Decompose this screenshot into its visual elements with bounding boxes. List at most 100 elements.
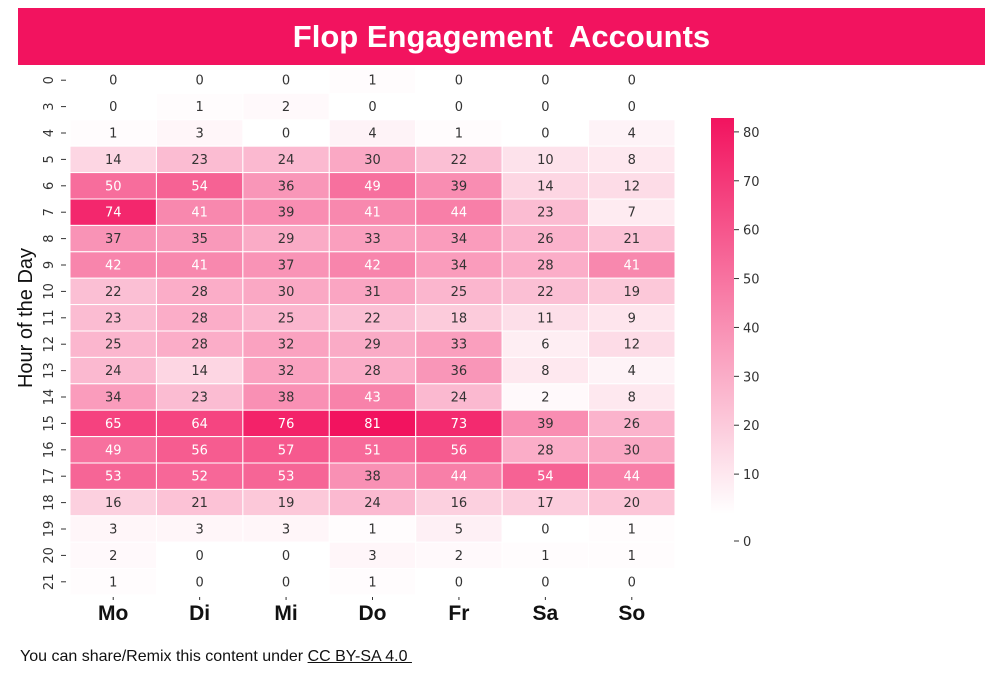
cell-value-label: 16 bbox=[451, 496, 468, 511]
x-tick-label: Do bbox=[359, 602, 387, 625]
y-tick-label: 3 bbox=[42, 102, 57, 110]
cell-value-label: 37 bbox=[278, 259, 295, 274]
y-tick-label: 18 bbox=[42, 494, 57, 511]
heatmap-cell bbox=[415, 383, 503, 411]
y-tick-label: 11 bbox=[42, 310, 57, 327]
heatmap-cell bbox=[588, 383, 676, 411]
cell-value-label: 28 bbox=[191, 338, 208, 353]
cell-value-label: 39 bbox=[537, 417, 554, 432]
heatmap-cell bbox=[588, 409, 676, 438]
cell-value-label: 7 bbox=[628, 206, 636, 221]
cell-value-label: 28 bbox=[191, 311, 208, 326]
cell-value-label: 0 bbox=[196, 74, 204, 89]
cell-value-label: 38 bbox=[278, 391, 295, 406]
cell-value-label: 0 bbox=[282, 549, 290, 564]
cell-value-label: 4 bbox=[368, 127, 376, 142]
cell-value-label: 0 bbox=[541, 127, 549, 142]
cell-value-label: 36 bbox=[451, 364, 468, 379]
cell-value-label: 0 bbox=[628, 575, 636, 590]
cell-value-label: 12 bbox=[624, 179, 641, 194]
cell-value-label: 74 bbox=[105, 206, 122, 221]
y-tick-label: 19 bbox=[42, 521, 57, 538]
cell-value-label: 1 bbox=[368, 74, 376, 89]
heatmap-cell bbox=[69, 488, 157, 517]
heatmap-cell bbox=[69, 568, 157, 596]
heatmap-cell bbox=[242, 568, 330, 596]
cell-value-label: 21 bbox=[191, 496, 208, 511]
cell-value-label: 33 bbox=[451, 338, 468, 353]
heatmap-cell bbox=[415, 462, 503, 490]
heatmap-cell bbox=[155, 92, 244, 121]
heatmap-cell bbox=[588, 277, 676, 306]
heatmap-cell bbox=[588, 304, 676, 332]
heatmap-cell bbox=[328, 356, 417, 385]
cell-value-label: 11 bbox=[537, 311, 554, 326]
heatmap-cell bbox=[588, 145, 676, 174]
heatmap-cell bbox=[69, 541, 157, 570]
cell-value-label: 56 bbox=[451, 443, 468, 458]
cell-value-label: 24 bbox=[364, 496, 381, 511]
heatmap-cell bbox=[328, 462, 417, 490]
cell-value-label: 8 bbox=[628, 391, 636, 406]
cell-value-label: 0 bbox=[541, 100, 549, 115]
cell-value-label: 12 bbox=[624, 338, 641, 353]
cell-value-label: 49 bbox=[105, 443, 122, 458]
heatmap-cell bbox=[501, 488, 590, 517]
heatmap-cell bbox=[242, 541, 330, 570]
y-axis-ticks: 0 3 4 5 6 7 8 9 10 11 12 13 14 15 16 17 18 19 20 21 bbox=[42, 76, 66, 590]
heatmap-cell bbox=[69, 66, 157, 94]
heatmap-cell bbox=[415, 436, 503, 464]
cell-value-label: 1 bbox=[455, 127, 463, 142]
cell-value-label: 9 bbox=[628, 311, 636, 326]
cell-value-label: 44 bbox=[451, 470, 468, 485]
cell-value-label: 44 bbox=[624, 470, 641, 485]
y-tick-label: 13 bbox=[42, 362, 57, 379]
cell-value-label: 26 bbox=[537, 232, 554, 247]
cell-value-label: 37 bbox=[105, 232, 122, 247]
heatmap-cell bbox=[415, 356, 503, 385]
cell-value-label: 30 bbox=[278, 285, 295, 300]
heatmap-cell bbox=[242, 383, 330, 411]
heatmap-cell bbox=[588, 66, 676, 94]
cell-value-label: 2 bbox=[455, 549, 463, 564]
cell-value-label: 1 bbox=[541, 549, 549, 564]
colorbar-tick-label: 0 bbox=[743, 535, 751, 550]
cell-value-label: 2 bbox=[109, 549, 117, 564]
cell-value-label: 34 bbox=[451, 259, 468, 274]
cell-value-label: 14 bbox=[191, 364, 208, 379]
heatmap-cell bbox=[242, 488, 330, 517]
cell-value-label: 33 bbox=[364, 232, 381, 247]
heatmap-cell bbox=[588, 462, 676, 490]
license-link[interactable]: CC BY-SA 4.0 bbox=[307, 648, 412, 665]
y-tick-label: 4 bbox=[42, 129, 57, 137]
colorbar: 0 10 20 30 40 50 60 70 80 bbox=[711, 118, 760, 550]
y-tick-label: 10 bbox=[42, 283, 57, 300]
cell-value-label: 1 bbox=[628, 549, 636, 564]
cell-value-label: 3 bbox=[368, 549, 376, 564]
y-tick-label: 9 bbox=[42, 261, 57, 269]
chart-title: Flop Engagement Accounts bbox=[18, 8, 985, 65]
cell-value-label: 28 bbox=[537, 259, 554, 274]
y-tick-label: 21 bbox=[42, 574, 57, 591]
heatmap-cell bbox=[155, 409, 244, 438]
heatmap-cell bbox=[328, 66, 417, 94]
cell-value-label: 28 bbox=[364, 364, 381, 379]
cell-value-label: 22 bbox=[537, 285, 554, 300]
cell-value-label: 0 bbox=[541, 523, 549, 538]
y-tick-label: 14 bbox=[42, 389, 57, 406]
colorbar-tick-label: 30 bbox=[743, 370, 760, 385]
cell-value-label: 2 bbox=[541, 391, 549, 406]
cell-value-label: 8 bbox=[541, 364, 549, 379]
cell-value-label: 41 bbox=[191, 206, 208, 221]
cell-value-label: 17 bbox=[537, 496, 554, 511]
heatmap-cell bbox=[69, 436, 157, 464]
heatmap-cell bbox=[242, 515, 330, 543]
heatmap-cell bbox=[242, 224, 330, 253]
cell-value-label: 53 bbox=[278, 470, 295, 485]
cell-value-label: 41 bbox=[364, 206, 381, 221]
heatmap-cell bbox=[501, 198, 590, 226]
heatmap-cell bbox=[415, 330, 503, 358]
heatmap-cell bbox=[588, 541, 676, 570]
cell-value-label: 29 bbox=[364, 338, 381, 353]
colorbar-tick-label: 80 bbox=[743, 126, 760, 141]
